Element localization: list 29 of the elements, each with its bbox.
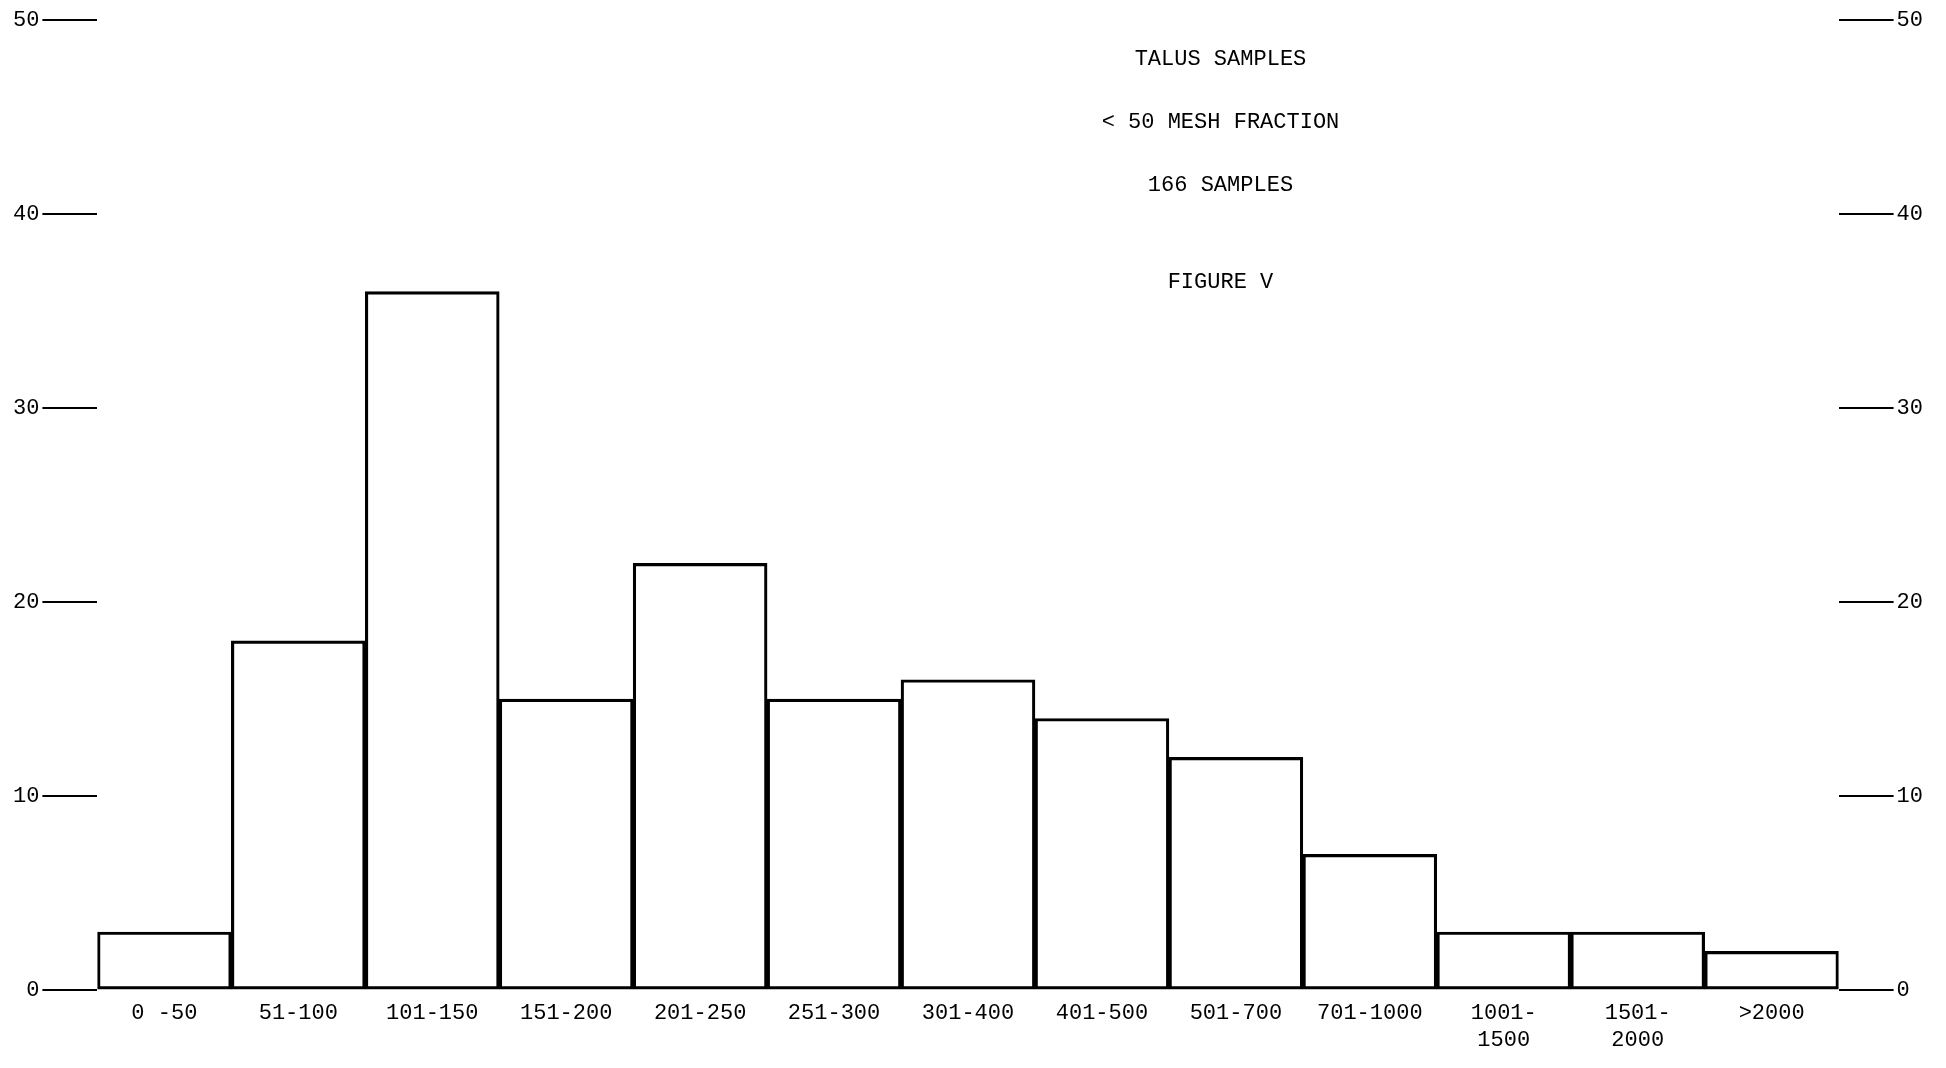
y-tick-label: 50	[13, 7, 40, 33]
x-tick-label: 201-250	[653, 1001, 747, 1027]
y2-tick-label: 30	[1896, 395, 1923, 421]
y-tick-label: 0	[26, 978, 40, 1004]
y-tick-label: 10	[13, 783, 40, 809]
y-tick-label: 40	[13, 201, 40, 227]
y2-tick-label: 40	[1896, 201, 1923, 227]
y2-tick-label: 10	[1896, 783, 1923, 809]
y2-tick-label: 0	[1896, 978, 1910, 1004]
y2-tick-label: 50	[1896, 7, 1923, 33]
annotation: 166 SAMPLES	[1147, 172, 1294, 198]
y-tick-label: 30	[13, 395, 40, 421]
annotation: FIGURE V	[1167, 269, 1275, 295]
x-tick-label: 701-1000	[1317, 1001, 1423, 1027]
x-tick-label: 401-500	[1055, 1001, 1149, 1027]
x-tick-label: 1501-2000	[1604, 1001, 1671, 1053]
x-tick-label: 301-400	[921, 1001, 1015, 1027]
x-tick-label: 251-300	[787, 1001, 881, 1027]
x-tick-label: 0 -50	[131, 1001, 198, 1027]
text: < 50 MESH FRACTION	[1101, 109, 1340, 135]
y-tick-label: 20	[13, 589, 40, 615]
x-tick-label: 1001-1500	[1470, 1001, 1537, 1053]
y2-tick-label: 20	[1896, 589, 1923, 615]
x-tick-label: 101-150	[386, 1001, 479, 1027]
x-tick-label: >2000	[1738, 1001, 1805, 1027]
x-tick-label: 151-200	[519, 1001, 613, 1027]
x-tick-label: 51-100	[258, 1001, 338, 1027]
x-tick-label: 501-700	[1189, 1001, 1283, 1027]
text: TALUS SAMPLES	[1134, 46, 1307, 72]
